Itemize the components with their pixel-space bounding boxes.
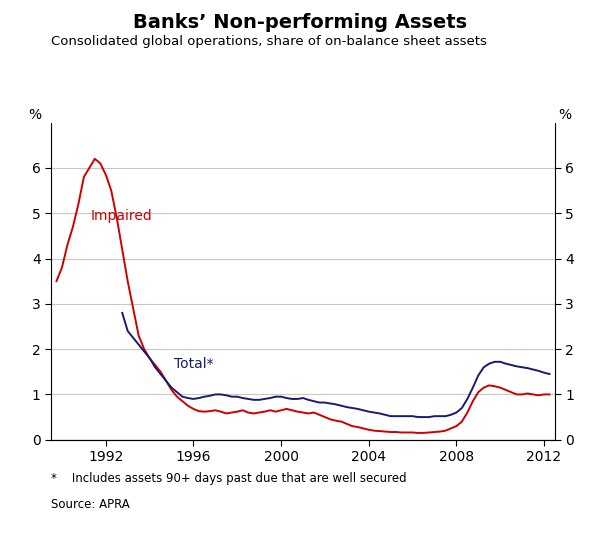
Text: %: %	[28, 108, 41, 122]
Text: Consolidated global operations, share of on-balance sheet assets: Consolidated global operations, share of…	[51, 35, 487, 47]
Text: *    Includes assets 90+ days past due that are well secured: * Includes assets 90+ days past due that…	[51, 472, 407, 484]
Text: Source: APRA: Source: APRA	[51, 498, 130, 511]
Text: %: %	[559, 108, 572, 122]
Text: Impaired: Impaired	[91, 209, 152, 223]
Text: Total*: Total*	[174, 357, 214, 371]
Text: Banks’ Non-performing Assets: Banks’ Non-performing Assets	[133, 13, 467, 33]
